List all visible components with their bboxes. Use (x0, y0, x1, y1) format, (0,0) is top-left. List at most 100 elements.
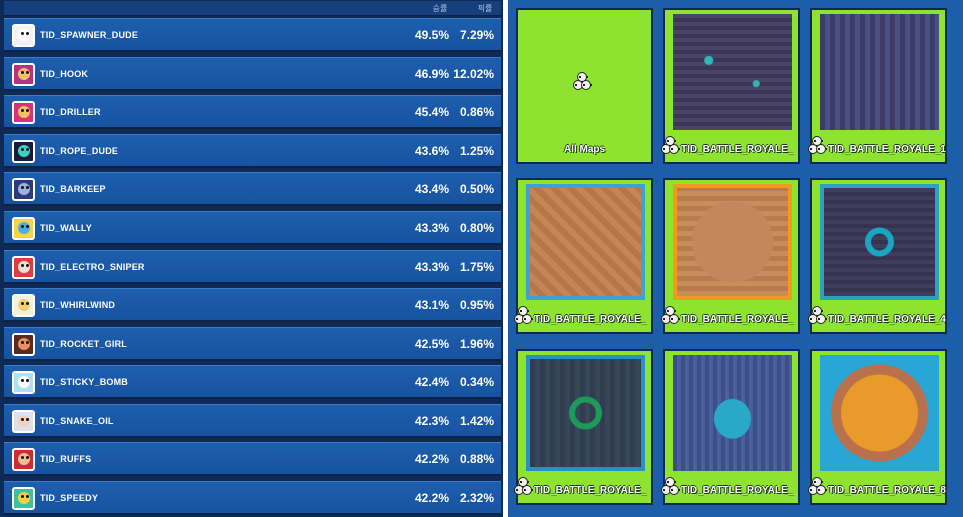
pick-rate-value: 0.34% (459, 375, 494, 389)
brawler-portrait-icon (12, 256, 35, 279)
pick-rate-value: 0.86% (459, 105, 494, 119)
table-row[interactable]: TID_RUFFS 42.2% 0.88% (4, 442, 501, 476)
win-rate-column-header[interactable]: 승률 (432, 4, 448, 13)
pick-rate-value: 7.29% (459, 28, 494, 42)
map-name-label: TID_BATTLE_ROYALE_ (534, 485, 647, 496)
map-name-label: TID_BATTLE_ROYALE_ (681, 314, 794, 325)
pick-rate-value: 0.80% (459, 221, 494, 235)
win-rate-value: 43.4% (414, 182, 449, 196)
pick-rate-value: 1.75% (459, 260, 494, 274)
brawler-portrait-icon (12, 487, 35, 510)
brawler-name: TID_ROCKET_GIRL (40, 339, 128, 349)
brawler-portrait-icon (12, 294, 35, 317)
map-name-label: TID_BATTLE_ROYALE_ (681, 144, 794, 155)
pick-rate-value: 2.32% (459, 491, 494, 505)
showdown-skull-icon (514, 306, 540, 326)
map-tile[interactable]: TID_BATTLE_ROYALE_4 (808, 178, 947, 334)
showdown-skull-icon (808, 136, 834, 156)
map-name-label: TID_BATTLE_ROYALE_4 (828, 314, 946, 325)
map-preview-image (673, 14, 792, 130)
brawler-name: TID_SPAWNER_DUDE (40, 30, 139, 40)
table-row[interactable]: TID_WALLY 43.3% 0.80% (4, 211, 501, 245)
showdown-skull-icon (573, 72, 599, 92)
brawler-portrait-icon (12, 217, 35, 240)
map-name-label: TID_BATTLE_ROYALE_ (534, 314, 647, 325)
map-name-label: TID_BATTLE_ROYALE_ (681, 485, 794, 496)
win-rate-value: 42.5% (414, 337, 449, 351)
brawler-portrait-icon (12, 140, 35, 163)
pick-rate-column-header[interactable]: 픽률 (477, 4, 493, 13)
map-tile[interactable]: TID_BATTLE_ROYALE_ (661, 178, 800, 334)
brawler-name: TID_DRILLER (40, 107, 101, 117)
map-name-label: All Maps (563, 144, 606, 155)
pick-rate-value: 1.96% (459, 337, 494, 351)
map-tile[interactable]: TID_BATTLE_ROYALE_1 (808, 8, 947, 164)
pick-rate-value: 0.95% (459, 298, 494, 312)
brawler-stats-panel: 승률 픽률 TID_SPAWNER_DUDE 49.5% 7.29% TID_HOOK… (0, 0, 503, 517)
brawler-name: TID_HOOK (40, 69, 89, 79)
brawler-name: TID_SPEEDY (40, 493, 99, 503)
brawler-portrait-icon (12, 178, 35, 201)
win-rate-value: 42.4% (414, 375, 449, 389)
table-header: 승률 픽률 (4, 1, 501, 16)
brawler-name: TID_WHIRLWIND (40, 300, 116, 310)
map-preview-image (820, 184, 939, 300)
pick-rate-value: 1.42% (459, 414, 494, 428)
pick-rate-value: 12.02% (453, 67, 494, 81)
table-row[interactable]: TID_STICKY_BOMB 42.4% 0.34% (4, 365, 501, 399)
brawler-portrait-icon (12, 410, 35, 433)
map-name-label: TID_BATTLE_ROYALE_1 (828, 144, 946, 155)
win-rate-value: 43.1% (414, 298, 449, 312)
pick-rate-value: 0.50% (459, 182, 494, 196)
table-row[interactable]: TID_SPEEDY 42.2% 2.32% (4, 481, 501, 515)
table-row[interactable]: TID_HOOK 46.9% 12.02% (4, 57, 501, 91)
pick-rate-value: 0.88% (459, 452, 494, 466)
brawler-portrait-icon (12, 24, 35, 47)
map-preview-image (673, 184, 792, 300)
win-rate-value: 43.3% (414, 260, 449, 274)
table-row[interactable]: TID_SPAWNER_DUDE 49.5% 7.29% (4, 18, 501, 52)
brawler-name: TID_WALLY (40, 223, 92, 233)
map-tile[interactable]: TID_BATTLE_ROYALE_ (661, 349, 800, 505)
brawler-portrait-icon (12, 101, 35, 124)
table-row[interactable]: TID_BARKEEP 43.4% 0.50% (4, 172, 501, 206)
win-rate-value: 43.3% (414, 221, 449, 235)
table-row[interactable]: TID_ROPE_DUDE 43.6% 1.25% (4, 134, 501, 168)
table-row[interactable]: TID_WHIRLWIND 43.1% 0.95% (4, 288, 501, 322)
map-tile[interactable]: TID_BATTLE_ROYALE_ (514, 178, 653, 334)
brawler-name: TID_ELECTRO_SNIPER (40, 262, 145, 272)
showdown-skull-icon (514, 477, 540, 497)
map-tile[interactable]: TID_BATTLE_ROYALE_ (661, 8, 800, 164)
pick-rate-value: 1.25% (459, 144, 494, 158)
map-grid-panel: All Maps TID_BATTLE_ROYALE_ TID_BATTLE_ROY… (508, 0, 963, 517)
map-tile[interactable]: TID_BATTLE_ROYALE_ (514, 349, 653, 505)
showdown-skull-icon (808, 477, 834, 497)
brawler-name: TID_STICKY_BOMB (40, 377, 129, 387)
map-preview-image (673, 355, 792, 471)
win-rate-value: 46.9% (414, 67, 449, 81)
win-rate-value: 45.4% (414, 105, 449, 119)
win-rate-value: 43.6% (414, 144, 449, 158)
map-tile[interactable]: TID_BATTLE_ROYALE_8 (808, 349, 947, 505)
table-row[interactable]: TID_SNAKE_OIL 42.3% 1.42% (4, 404, 501, 438)
map-preview-image (526, 184, 645, 300)
brawler-portrait-icon (12, 333, 35, 356)
map-preview-image (820, 355, 939, 471)
brawler-name: TID_SNAKE_OIL (40, 416, 114, 426)
brawler-name: TID_RUFFS (40, 454, 92, 464)
showdown-skull-icon (661, 306, 687, 326)
brawler-name: TID_ROPE_DUDE (40, 146, 119, 156)
win-rate-value: 42.2% (414, 491, 449, 505)
showdown-skull-icon (661, 136, 687, 156)
showdown-skull-icon (661, 477, 687, 497)
brawler-portrait-icon (12, 371, 35, 394)
brawler-name: TID_BARKEEP (40, 184, 106, 194)
table-row[interactable]: TID_DRILLER 45.4% 0.86% (4, 95, 501, 129)
all-maps-tile[interactable]: All Maps (516, 8, 653, 164)
win-rate-value: 42.3% (414, 414, 449, 428)
showdown-skull-icon (808, 306, 834, 326)
map-preview-image (820, 14, 939, 130)
win-rate-value: 42.2% (414, 452, 449, 466)
table-row[interactable]: TID_ROCKET_GIRL 42.5% 1.96% (4, 327, 501, 361)
table-row[interactable]: TID_ELECTRO_SNIPER 43.3% 1.75% (4, 250, 501, 284)
